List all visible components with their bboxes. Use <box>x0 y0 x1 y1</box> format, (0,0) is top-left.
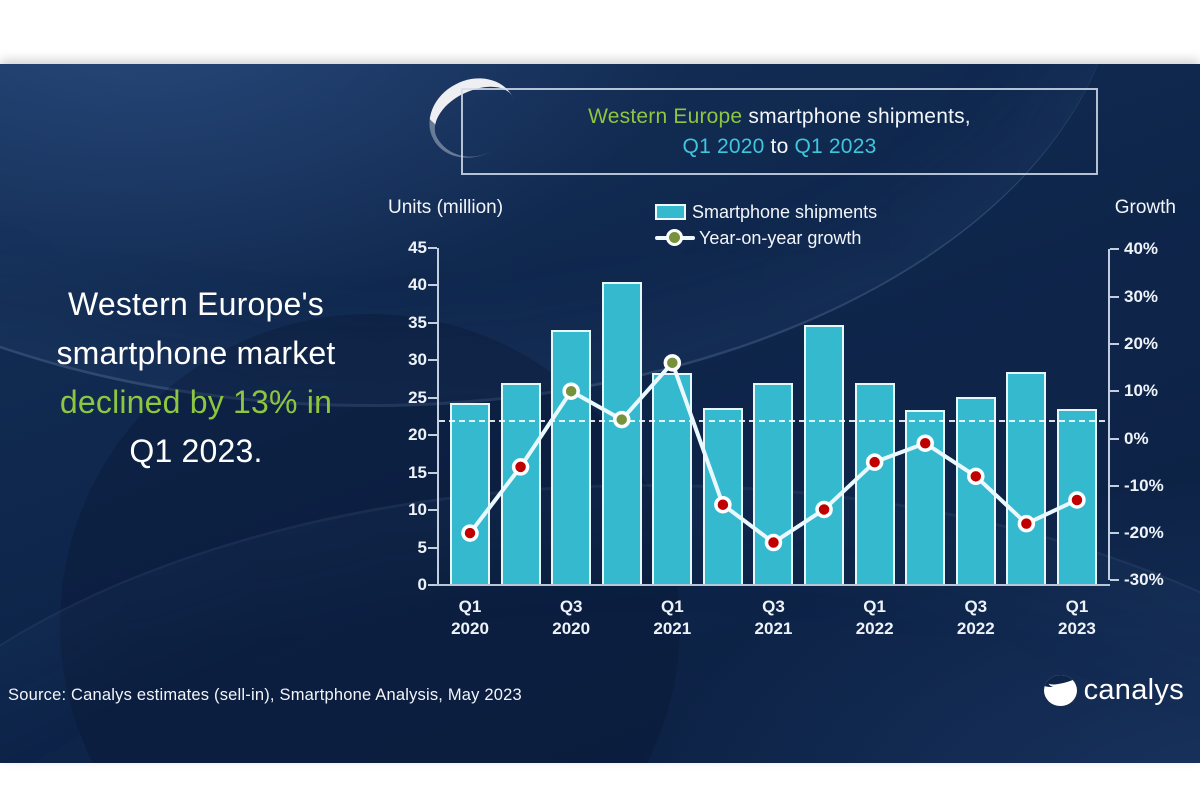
bar-q4-2020 <box>601 282 642 585</box>
right-tick-label: 40% <box>1124 239 1159 259</box>
bar-q1-2020 <box>450 403 490 585</box>
right-axis-tick <box>1110 579 1119 582</box>
left-axis-line <box>437 248 439 585</box>
growth-marker-q3-2020 <box>562 382 580 400</box>
headline: Western Europe's smartphone market decli… <box>12 280 380 476</box>
growth-marker-q4-2022 <box>1017 514 1036 533</box>
headline-line2: smartphone market <box>56 335 336 371</box>
left-axis-tick <box>428 434 437 437</box>
legend-label-shipments: Smartphone shipments <box>692 201 878 222</box>
right-axis-tick <box>1110 342 1119 345</box>
marker-icon <box>666 229 683 246</box>
right-tick-label: -30% <box>1124 570 1164 590</box>
left-tick-label: 10 <box>408 500 427 520</box>
canalys-logo-text: canalys <box>1083 674 1184 706</box>
x-label-q3-2022: Q3 2022 <box>956 597 995 638</box>
chart-title-line2: Q1 2020 to Q1 2023 <box>683 132 877 162</box>
canalys-logo-icon <box>1043 675 1077 706</box>
left-axis-tick <box>428 247 437 249</box>
growth-marker-q2-2021 <box>714 495 732 514</box>
bar-q4-2022 <box>1006 371 1047 585</box>
right-axis-tick <box>1110 532 1119 535</box>
right-tick-label: 20% <box>1124 333 1159 353</box>
left-axis-tick <box>428 396 437 399</box>
x-label-q3-2020: Q3 2020 <box>552 597 591 638</box>
growth-marker-q3-2021 <box>764 533 783 552</box>
growth-marker-q1-2023 <box>1068 491 1086 509</box>
right-axis-tick <box>1110 295 1119 298</box>
left-axis-tick <box>428 471 437 474</box>
left-tick-label: 5 <box>417 537 427 557</box>
growth-marker-q3-2022 <box>967 467 985 486</box>
left-axis-tick <box>428 284 437 287</box>
left-axis-tick <box>428 509 437 512</box>
right-tick-label: -20% <box>1124 523 1164 543</box>
growth-marker-q1-2022 <box>865 453 884 471</box>
right-tick-label: 0% <box>1124 428 1149 448</box>
title-region: Western Europe <box>588 104 743 128</box>
bar-q3-2020 <box>551 329 592 585</box>
left-tick-label: 45 <box>408 238 427 257</box>
headline-line3: declined by 13% in <box>59 384 333 420</box>
left-tick-label: 40 <box>408 275 427 295</box>
right-axis-tick <box>1110 248 1119 251</box>
headline-line4: Q1 2023. <box>129 433 263 469</box>
title-quarter-end: Q1 2023 <box>794 134 877 158</box>
right-axis-line <box>1108 249 1110 581</box>
canalys-logo: canalys <box>1043 674 1184 707</box>
right-tick-label: -10% <box>1124 475 1164 495</box>
chart-title-line1: Western Europe smartphone shipments, <box>588 102 971 132</box>
x-label-q1-2021: Q1 2021 <box>653 597 692 638</box>
legend-item-growth: Year-on-year growth <box>655 225 877 251</box>
left-tick-label: 25 <box>408 387 427 407</box>
left-tick-label: 30 <box>408 350 427 370</box>
title-rest: smartphone shipments, <box>742 104 971 128</box>
x-label-q1-2023: Q1 2023 <box>1058 597 1096 638</box>
left-axis-title: Units (million) <box>388 197 504 218</box>
title-to: to <box>764 134 795 158</box>
right-tick-label: 30% <box>1124 286 1159 306</box>
left-tick-label: 15 <box>408 462 427 482</box>
legend: Smartphone shipments Year-on-year growth <box>655 199 877 251</box>
line-legend-glyph <box>655 229 695 247</box>
growth-marker-q4-2021 <box>815 500 833 519</box>
x-label-q1-2022: Q1 2022 <box>855 597 894 638</box>
slide-background: Western Europe smartphone shipments, Q1 … <box>0 64 1200 763</box>
left-axis-tick <box>428 584 437 586</box>
x-label-q1-2020: Q1 2020 <box>451 597 489 638</box>
right-tick-label: 10% <box>1124 381 1159 401</box>
legend-item-shipments: Smartphone shipments <box>655 199 877 225</box>
zero-growth-dashed-line <box>439 420 1105 422</box>
left-axis-tick <box>428 546 437 549</box>
right-axis-tick <box>1110 390 1119 393</box>
right-axis-tick <box>1110 437 1119 440</box>
bar-legend-swatch <box>655 204 686 220</box>
right-axis-tick <box>1110 484 1119 487</box>
growth-marker-q1-2021 <box>663 354 682 372</box>
source-note: Source: Canalys estimates (sell-in), Sma… <box>8 686 522 704</box>
headline-line1: Western Europe's <box>68 286 324 322</box>
bar-q4-2021 <box>804 325 845 585</box>
x-label-q3-2021: Q3 2021 <box>754 597 793 638</box>
growth-line-series <box>461 354 1086 552</box>
plot-area: 45 40 35 30 25 20 15 10 5 0 40% 30% 20% 10% 0% -10% -20%… <box>408 238 1164 638</box>
left-tick-label: 0 <box>417 575 427 594</box>
left-tick-label: 20 <box>408 425 427 445</box>
bar-q1-2021 <box>652 373 693 585</box>
legend-label-growth: Year-on-year growth <box>699 227 862 248</box>
x-axis-baseline <box>435 584 1110 586</box>
right-axis-title: Growth <box>1114 197 1176 218</box>
left-axis-tick <box>428 321 437 324</box>
left-axis-tick <box>428 359 437 362</box>
growth-marker-q4-2020 <box>612 410 631 429</box>
bar-q1-2022 <box>854 382 895 585</box>
chart-title-box: Western Europe smartphone shipments, Q1 … <box>461 88 1098 175</box>
left-tick-label: 35 <box>408 312 427 332</box>
growth-marker-q1-2020 <box>461 524 479 542</box>
growth-marker-q2-2022 <box>916 434 934 452</box>
growth-marker-q2-2020 <box>511 458 530 476</box>
title-quarter-start: Q1 2020 <box>682 134 765 158</box>
